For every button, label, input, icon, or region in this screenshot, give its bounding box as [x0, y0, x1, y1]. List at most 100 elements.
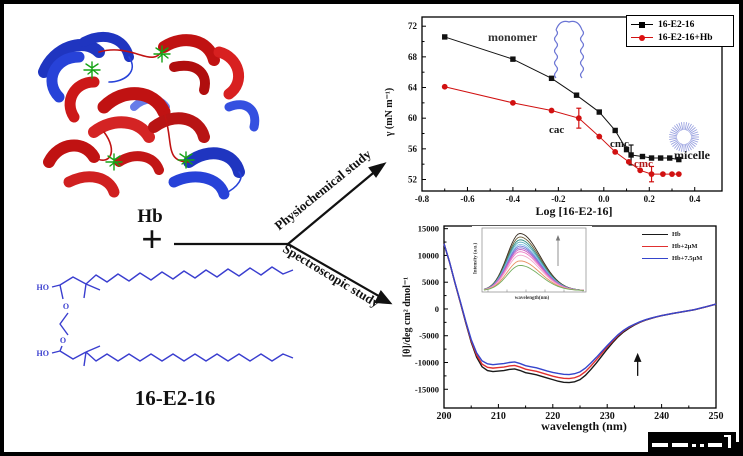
data-point — [510, 56, 516, 62]
svg-text:5000: 5000 — [422, 277, 439, 287]
data-point — [441, 83, 448, 90]
svg-text:0.0: 0.0 — [598, 194, 610, 204]
data-point — [548, 107, 555, 114]
fluorescence-inset-chart: wavelength(nm) Intensity (a.u.) — [472, 226, 592, 312]
svg-text:-15000: -15000 — [415, 384, 439, 394]
watermark — [648, 432, 743, 456]
inset-y-axis-label: Intensity (a.u.) — [473, 242, 479, 275]
legend-label: 16-E2-16 — [658, 19, 695, 30]
data-point — [573, 92, 580, 98]
svg-text:-0.2: -0.2 — [551, 194, 566, 204]
blue-line-icon — [642, 257, 668, 259]
axis-frame — [421, 16, 723, 192]
svg-text:0: 0 — [435, 304, 439, 314]
plus-sign: + — [141, 219, 163, 261]
micelle-doodle — [669, 122, 699, 152]
cd-legend: Hb Hb+2µM Hb+7.5µM — [642, 228, 702, 264]
hb-label: Hb — [137, 206, 163, 227]
data-point — [660, 171, 666, 178]
surfactant-name-label: 16-E2-16 — [134, 386, 216, 410]
data-point — [676, 156, 682, 163]
svg-text:68: 68 — [408, 52, 418, 62]
svg-text:230: 230 — [600, 411, 615, 422]
data-point — [612, 127, 618, 134]
inset-frame — [481, 227, 587, 293]
spectroscopic-arrowhead — [374, 289, 393, 305]
svg-text:52: 52 — [408, 175, 418, 185]
legend-entry-hb: Hb — [642, 228, 702, 240]
surfactant-structure-drawing: HO O O HO — [37, 266, 294, 367]
data-point — [548, 75, 555, 82]
svg-text:-0.4: -0.4 — [506, 194, 521, 204]
monomer-doodle — [553, 20, 585, 79]
data-point — [612, 149, 619, 155]
data-point — [669, 171, 675, 178]
legend-entry-hb-2um: Hb+2µM — [642, 240, 702, 252]
legend-label: 16-E2-16+Hb — [658, 32, 713, 43]
trend-arrowhead — [633, 352, 642, 362]
svg-text:200: 200 — [437, 411, 452, 422]
legend-entry-surfactant: 16-E2-16 — [631, 18, 729, 31]
red-line-icon — [642, 245, 668, 247]
cd-spectra-chart: 200 210 220 230 240 250 15000 10000 5000 0 -5000 -1… — [396, 218, 740, 456]
series-16-E2-16 — [444, 36, 679, 161]
ether-oxygen-label-1: O — [63, 302, 69, 311]
data-point — [657, 155, 664, 161]
data-point — [623, 146, 630, 153]
svg-text:210: 210 — [491, 411, 506, 422]
monomer-annotation: monomer — [488, 30, 538, 44]
cd-x-axis-label: wavelength (nm) — [541, 419, 627, 433]
data-point — [667, 155, 673, 161]
surface-tension-plot-area: -0.8 -0.6 -0.4 -0.2 0.0 0.2 0.4 52 56 60 64 68 72 — [408, 16, 723, 204]
ether-oxygen-label-2: O — [60, 336, 66, 345]
inset-curve-11 — [483, 264, 585, 291]
fluorescence-inset-plot — [481, 227, 587, 293]
data-point — [637, 167, 644, 174]
series-Hb+7.5µM — [443, 243, 717, 376]
svg-text:0.4: 0.4 — [689, 194, 701, 204]
data-point — [596, 133, 603, 140]
inset-arrowhead — [555, 235, 561, 241]
data-point — [628, 152, 634, 158]
legend-entry-mixture: 16-E2-16+Hb — [631, 31, 729, 44]
data-point — [648, 155, 655, 161]
cac-annotation: cac — [549, 124, 565, 136]
cmc-surfactant-annotation: cmc — [610, 138, 629, 150]
alkyl-chain-top — [85, 266, 294, 285]
data-point — [639, 153, 646, 160]
data-point — [596, 109, 602, 115]
surface-tension-legend: 16-E2-16 16-E2-16+Hb — [626, 15, 734, 47]
svg-text:-0.8: -0.8 — [415, 194, 430, 204]
hydroxyl-label-top: HO — [37, 283, 49, 292]
svg-text:64: 64 — [408, 83, 418, 93]
svg-text:72: 72 — [408, 21, 418, 31]
legend-entry-hb-7um: Hb+7.5µM — [642, 252, 702, 264]
hb-structure-illustration — [38, 32, 260, 200]
micelle-annotation: micelle — [674, 148, 710, 162]
data-point — [510, 99, 516, 106]
cd-spectra-plot-area: 200 210 220 230 240 250 15000 10000 5000 0 -5000 -1… — [415, 224, 724, 422]
svg-text:250: 250 — [709, 411, 724, 422]
cmc-mixture-annotation: cmc — [634, 158, 653, 170]
data-point — [625, 158, 632, 165]
inset-x-axis-label: wavelength(nm) — [514, 296, 550, 301]
alkyl-chain-bottom — [85, 351, 294, 362]
data-point — [675, 171, 682, 178]
svg-text:-0.6: -0.6 — [460, 194, 475, 204]
red-circle-marker-icon — [631, 34, 653, 41]
svg-text:10000: 10000 — [418, 250, 439, 260]
svg-text:0.2: 0.2 — [644, 194, 656, 204]
black-square-marker-icon — [631, 21, 653, 28]
data-point — [442, 34, 448, 40]
inset-curve-0 — [483, 233, 585, 291]
legend-label: Hb+2µM — [672, 242, 698, 250]
surface-tension-chart: -0.8 -0.6 -0.4 -0.2 0.0 0.2 0.4 52 56 60 64 68 72 γ … — [384, 10, 736, 220]
svg-text:56: 56 — [408, 144, 418, 154]
svg-text:60: 60 — [408, 113, 418, 123]
svg-text:-5000: -5000 — [419, 331, 439, 341]
physiochemical-arrowhead — [368, 162, 387, 178]
data-point — [575, 115, 582, 122]
svg-text:15000: 15000 — [418, 224, 439, 234]
hydroxyl-label-bottom: HO — [37, 349, 49, 358]
